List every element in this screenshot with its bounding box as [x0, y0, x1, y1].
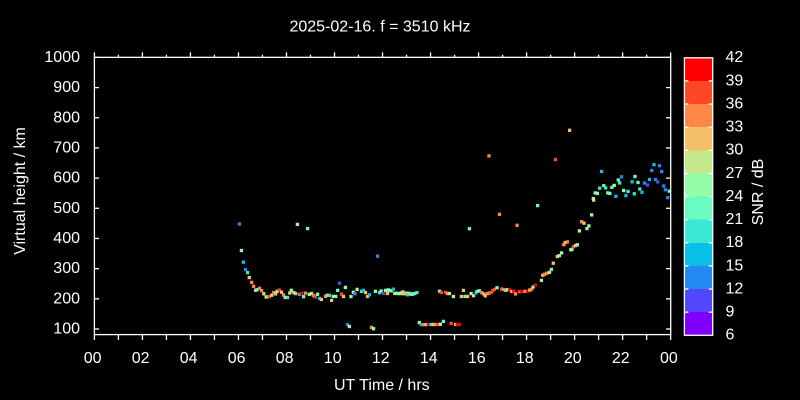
svg-text:08: 08 [276, 350, 294, 367]
svg-text:22: 22 [612, 350, 630, 367]
svg-text:18: 18 [516, 350, 534, 367]
svg-text:30: 30 [726, 142, 744, 159]
svg-text:900: 900 [53, 79, 80, 96]
svg-text:700: 700 [53, 139, 80, 156]
svg-text:06: 06 [228, 350, 246, 367]
svg-text:500: 500 [53, 200, 80, 217]
svg-text:10: 10 [324, 350, 342, 367]
svg-text:00: 00 [84, 350, 102, 367]
svg-text:14: 14 [420, 350, 438, 367]
svg-text:20: 20 [564, 350, 582, 367]
svg-text:6: 6 [726, 327, 735, 344]
svg-text:UT Time / hrs: UT Time / hrs [334, 377, 430, 394]
svg-text:SNR / dB: SNR / dB [750, 159, 767, 226]
svg-text:9: 9 [726, 304, 735, 321]
svg-text:27: 27 [726, 165, 744, 182]
svg-text:33: 33 [726, 119, 744, 136]
svg-text:12: 12 [372, 350, 390, 367]
svg-text:02: 02 [132, 350, 150, 367]
svg-text:800: 800 [53, 109, 80, 126]
svg-text:42: 42 [726, 49, 744, 66]
svg-text:39: 39 [726, 72, 744, 89]
svg-text:24: 24 [726, 188, 744, 205]
svg-text:04: 04 [180, 350, 198, 367]
svg-text:600: 600 [53, 170, 80, 187]
svg-text:00: 00 [660, 350, 678, 367]
svg-text:36: 36 [726, 95, 744, 112]
svg-text:100: 100 [53, 321, 80, 338]
svg-text:12: 12 [726, 280, 744, 297]
svg-text:15: 15 [726, 257, 744, 274]
svg-text:1000: 1000 [44, 49, 80, 66]
svg-text:18: 18 [726, 234, 744, 251]
svg-text:300: 300 [53, 260, 80, 277]
svg-text:2025-02-16. f = 3510 kHz: 2025-02-16. f = 3510 kHz [289, 19, 470, 36]
svg-text:400: 400 [53, 230, 80, 247]
svg-text:Virtual height / km: Virtual height / km [12, 127, 29, 255]
svg-text:16: 16 [468, 350, 486, 367]
svg-text:200: 200 [53, 290, 80, 307]
svg-text:21: 21 [726, 211, 744, 228]
